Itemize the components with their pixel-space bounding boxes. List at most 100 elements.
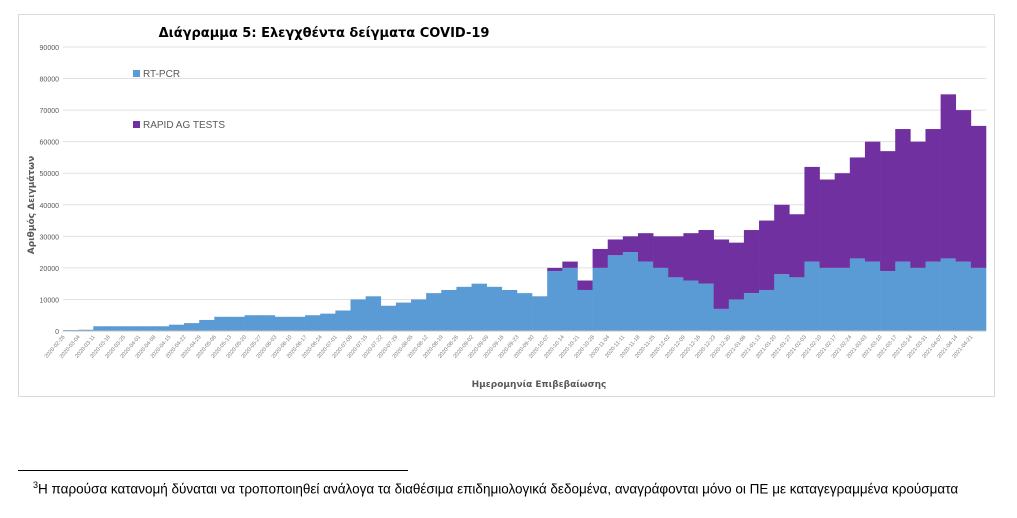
bar-rt-pcr [895, 261, 911, 331]
bar-rt-pcr [365, 296, 382, 331]
bar-rt-pcr [607, 255, 624, 331]
bar-rapid-ag [895, 129, 911, 262]
bar-rt-pcr [426, 293, 442, 331]
footnote-marker: 3 [33, 480, 39, 490]
y-tick-label: 70000 [40, 108, 60, 115]
bar-rapid-ag [819, 179, 835, 268]
bar-rapid-ag [668, 236, 684, 278]
bar-rt-pcr [713, 308, 730, 331]
bar-rt-pcr [668, 277, 684, 331]
bar-rt-pcr [743, 293, 760, 331]
legend-swatch-rapid [133, 121, 140, 128]
bar-rapid-ag [849, 157, 866, 259]
bar-rt-pcr [108, 326, 124, 331]
bar-rapid-ag [970, 125, 987, 268]
bar-rapid-ag [683, 233, 699, 281]
bar-rapid-ag [622, 236, 639, 253]
y-tick-label: 80000 [40, 77, 60, 84]
footnote: 3Η παρούσα κατανομή δύναται να τροποποιη… [33, 480, 958, 497]
bar-rapid-ag [653, 236, 669, 268]
bar-rapid-ag [804, 166, 820, 262]
bar-rapid-ag [577, 280, 593, 290]
bar-rt-pcr [395, 302, 412, 331]
bar-rt-pcr [819, 267, 835, 331]
y-tick-label: 10000 [40, 297, 60, 304]
bar-rt-pcr [880, 271, 896, 331]
bar-rapid-ag [728, 242, 745, 300]
bar-rt-pcr [940, 258, 957, 331]
bar-rt-pcr [289, 316, 306, 331]
y-tick-label: 30000 [40, 234, 60, 241]
y-tick-label: 40000 [40, 203, 60, 210]
bar-rt-pcr [834, 267, 851, 331]
chart-title: Διάγραμμα 5: Ελεγχθέντα δείγματα COVID-1… [159, 26, 490, 41]
y-tick-label: 60000 [40, 140, 60, 147]
bar-rapid-ag [607, 239, 624, 256]
bar-rapid-ag [834, 173, 851, 268]
bar-rapid-ag [925, 129, 941, 262]
bar-rt-pcr [910, 267, 926, 331]
bar-rt-pcr [244, 315, 261, 331]
y-axis-label: Αριθμός Δειγμάτων [26, 156, 37, 255]
y-tick-label: 20000 [40, 266, 60, 273]
bar-rapid-ag [880, 151, 896, 272]
bar-rt-pcr [380, 305, 397, 331]
footnote-text: Η παρούσα κατανομή δύναται να τροποποιηθ… [38, 481, 959, 497]
bar-rt-pcr [955, 261, 972, 331]
bar-rt-pcr [849, 258, 866, 331]
bar-rapid-ag [910, 141, 926, 268]
footnote-divider [18, 470, 408, 471]
bar-rt-pcr [501, 289, 518, 331]
bar-rapid-ag [547, 267, 563, 272]
bar-rt-pcr [698, 283, 714, 331]
legend-label-rapid: RAPID AG TESTS [143, 120, 225, 131]
y-tick-label: 0 [55, 329, 59, 336]
bar-rt-pcr [622, 252, 639, 331]
legend-swatch-rt-pcr [133, 70, 140, 77]
chart-frame: Διάγραμμα 5: Ελεγχθέντα δείγματα COVID-1… [18, 14, 995, 397]
bar-rt-pcr [774, 274, 790, 331]
x-axis-label: Ημερομηνία Επιβεβαίωσης [472, 379, 607, 390]
bar-rt-pcr [138, 326, 155, 331]
bar-rt-pcr [577, 289, 593, 331]
bar-rt-pcr [864, 261, 881, 331]
bar-rapid-ag [789, 214, 805, 278]
bar-rt-pcr [168, 324, 185, 331]
bar-rt-pcr [153, 326, 170, 331]
bar-rt-pcr [350, 299, 366, 331]
bar-rapid-ag [743, 230, 760, 294]
bar-rt-pcr [547, 271, 563, 331]
bar-rt-pcr [93, 326, 109, 331]
bar-rapid-ag [864, 141, 881, 262]
bar-rt-pcr [637, 261, 654, 331]
chart: Διάγραμμα 5: Ελεγχθέντα δείγματα COVID-1… [26, 26, 987, 390]
bar-rt-pcr [759, 289, 775, 331]
bar-rt-pcr [728, 299, 745, 331]
bar-rt-pcr [789, 277, 805, 331]
bar-rapid-ag [562, 261, 578, 268]
bar-rapid-ag [637, 233, 654, 262]
legend: RT-PCR RAPID AG TESTS [133, 69, 225, 131]
bar-rt-pcr [78, 329, 94, 331]
bar-rt-pcr [411, 299, 427, 331]
bar-rt-pcr [274, 316, 291, 331]
bar-rt-pcr [532, 296, 548, 331]
bar-rapid-ag [774, 204, 790, 275]
bar-rt-pcr [305, 315, 321, 331]
bar-rt-pcr [214, 316, 230, 331]
bar-rt-pcr [199, 319, 215, 331]
y-tick-label: 50000 [40, 171, 60, 178]
bar-rt-pcr [925, 261, 941, 331]
y-tick-label: 90000 [40, 45, 60, 52]
bar-rt-pcr [259, 315, 276, 331]
bar-rt-pcr [456, 286, 472, 331]
bar-rt-pcr [184, 323, 200, 331]
bar-rt-pcr [804, 261, 820, 331]
bar-rt-pcr [592, 267, 609, 331]
bar-rt-pcr [486, 286, 503, 331]
bar-rt-pcr [970, 267, 987, 331]
bar-rapid-ag [955, 110, 972, 262]
bar-rapid-ag [940, 94, 957, 259]
bar-rt-pcr [683, 280, 699, 331]
bar-rapid-ag [759, 220, 775, 290]
